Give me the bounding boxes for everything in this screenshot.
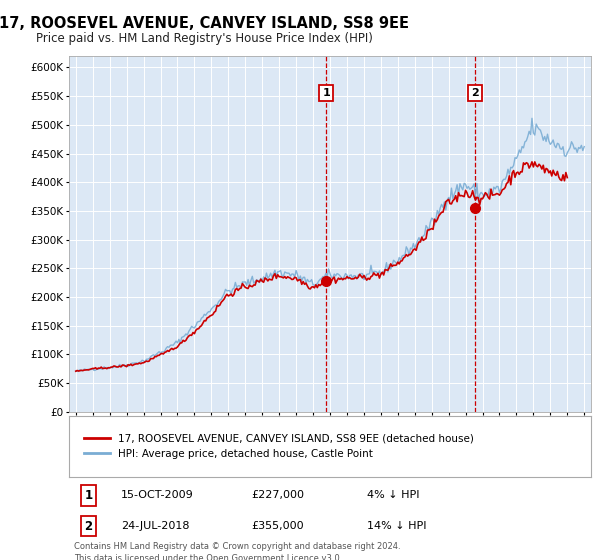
Text: 4% ↓ HPI: 4% ↓ HPI [367, 491, 419, 501]
Text: This data is licensed under the Open Government Licence v3.0.: This data is licensed under the Open Gov… [74, 553, 343, 560]
Text: 2: 2 [471, 88, 479, 99]
Text: 2: 2 [84, 520, 92, 533]
Text: £227,000: £227,000 [252, 491, 305, 501]
Text: 15-OCT-2009: 15-OCT-2009 [121, 491, 194, 501]
Text: 14% ↓ HPI: 14% ↓ HPI [367, 521, 426, 531]
Text: £355,000: £355,000 [252, 521, 304, 531]
Text: Contains HM Land Registry data © Crown copyright and database right 2024.: Contains HM Land Registry data © Crown c… [74, 543, 401, 552]
Text: 1: 1 [323, 88, 331, 99]
Text: 24-JUL-2018: 24-JUL-2018 [121, 521, 190, 531]
Text: 1: 1 [84, 489, 92, 502]
Text: 17, ROOSEVEL AVENUE, CANVEY ISLAND, SS8 9EE: 17, ROOSEVEL AVENUE, CANVEY ISLAND, SS8 … [0, 16, 409, 31]
Legend: 17, ROOSEVEL AVENUE, CANVEY ISLAND, SS8 9EE (detached house), HPI: Average price: 17, ROOSEVEL AVENUE, CANVEY ISLAND, SS8 … [79, 430, 478, 463]
Text: Price paid vs. HM Land Registry's House Price Index (HPI): Price paid vs. HM Land Registry's House … [35, 32, 373, 45]
